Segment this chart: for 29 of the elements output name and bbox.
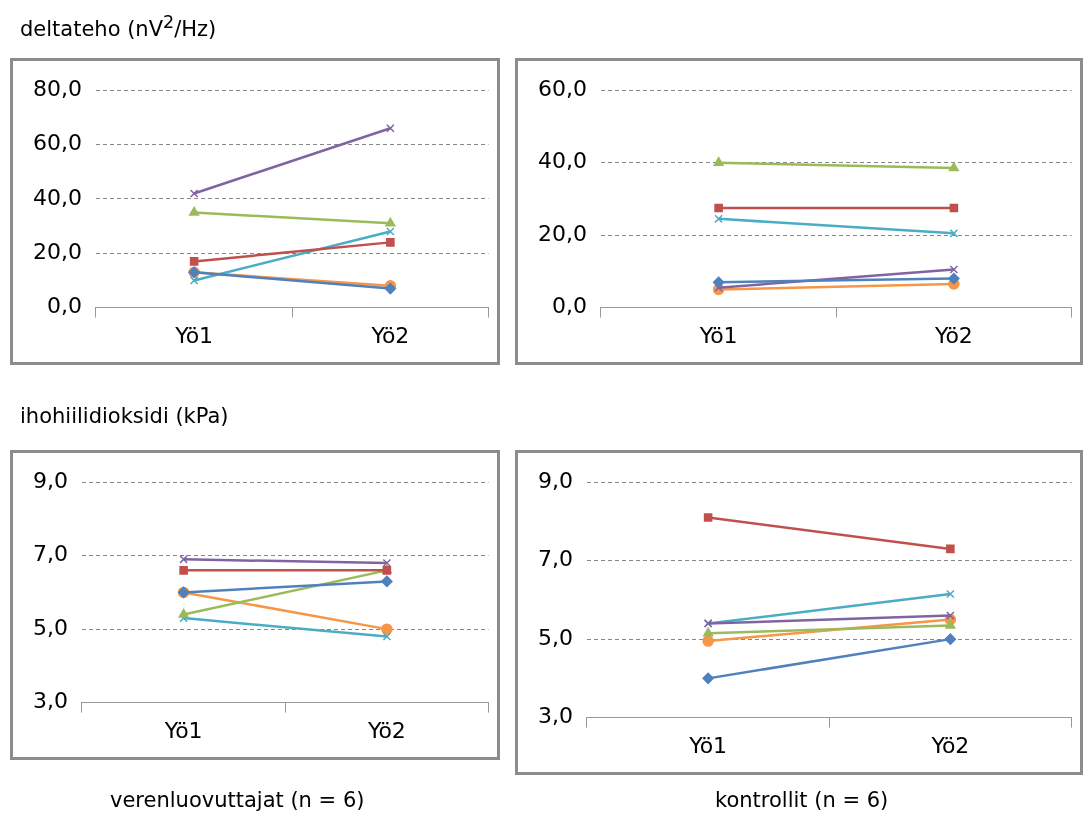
- y-tick-label: 3,0: [537, 703, 573, 729]
- chart-title: ihohiilidioksidi (kPa): [20, 404, 229, 428]
- y-tick-label: 60,0: [33, 130, 82, 156]
- y-tick-label: 9,0: [32, 467, 68, 493]
- x-tick-label: Yö2: [370, 322, 410, 348]
- y-tick-label: 60,0: [538, 75, 587, 101]
- y-tick-label: 7,0: [537, 546, 573, 572]
- x-tick-label: Yö2: [930, 732, 970, 758]
- y-tick-label: 5,0: [537, 624, 573, 650]
- y-tick-label: 40,0: [538, 148, 587, 174]
- y-tick-label: 5,0: [32, 614, 68, 640]
- y-tick-label: 20,0: [538, 220, 587, 246]
- text: kontrollit (n = 6): [715, 788, 889, 812]
- y-tick-label: 7,0: [32, 541, 68, 567]
- chart-title: deltateho (nV$^{2}$/Hz): [20, 12, 217, 41]
- y-tick-label: 80,0: [33, 75, 82, 101]
- text: verenluovuttajat (n = 6): [110, 788, 365, 812]
- y-tick-label: 0,0: [46, 293, 82, 319]
- x-tick-label: Yö2: [933, 322, 973, 348]
- x-tick-label: Yö1: [698, 322, 738, 348]
- y-tick-label: 3,0: [32, 688, 68, 714]
- x-tick-label: Yö2: [366, 717, 406, 743]
- x-tick-label: Yö1: [688, 732, 728, 758]
- x-tick-label: Yö1: [163, 717, 203, 743]
- y-tick-label: 9,0: [537, 467, 573, 493]
- y-tick-label: 40,0: [33, 184, 82, 210]
- x-tick-label: Yö1: [174, 322, 214, 348]
- y-tick-label: 20,0: [33, 238, 82, 264]
- y-tick-label: 0,0: [551, 293, 587, 319]
